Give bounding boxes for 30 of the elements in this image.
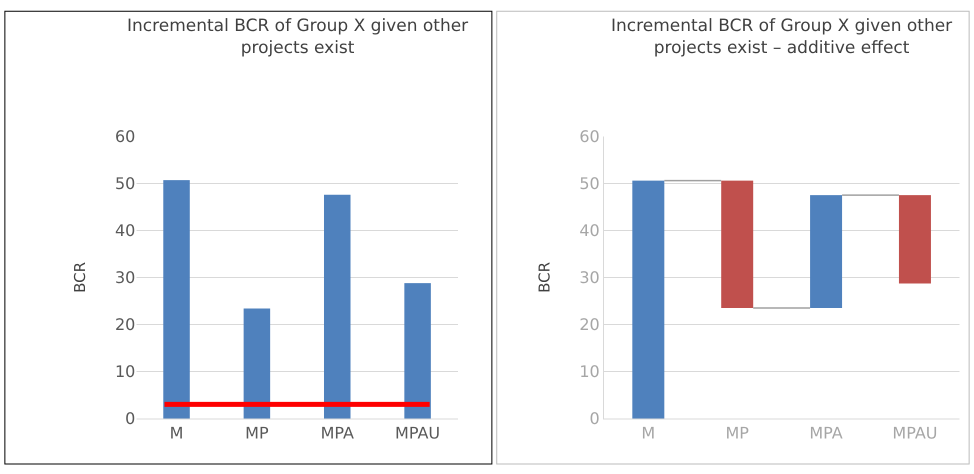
- y-tick-label: 60: [115, 127, 136, 146]
- bar: [244, 308, 270, 418]
- bar: [324, 194, 351, 418]
- x-tick-label: MPA: [320, 424, 354, 443]
- y-tick-label: 40: [579, 221, 600, 240]
- y-tick-label: 50: [579, 174, 600, 194]
- x-tick-label: MPA: [809, 424, 843, 443]
- chart-title: Incremental BCR of Group X given other projects exist – additive effect: [611, 16, 952, 58]
- y-tick-label: 30: [579, 268, 600, 288]
- y-axis-title: BCR: [71, 262, 90, 293]
- y-tick-label: 10: [579, 362, 600, 382]
- bar: [163, 180, 190, 418]
- x-tick-label: MPAU: [892, 424, 938, 443]
- y-tick-label: 50: [115, 174, 136, 194]
- y-tick-label: 60: [579, 127, 600, 146]
- x-tick-label: M: [641, 424, 656, 443]
- chart-title: Incremental BCR of Group X given other projects exist: [127, 16, 468, 58]
- y-tick-label: 0: [589, 409, 600, 428]
- x-tick-label: MPAU: [395, 424, 440, 443]
- y-tick-label: 30: [115, 268, 136, 288]
- y-tick-label: 20: [115, 315, 136, 334]
- x-tick-label: M: [170, 424, 184, 443]
- y-tick-label: 0: [125, 409, 136, 428]
- y-tick-label: 20: [579, 315, 600, 334]
- bar: [404, 283, 431, 418]
- y-axis-title: BCR: [536, 262, 554, 293]
- x-tick-label: MP: [725, 424, 750, 443]
- x-tick-label: MP: [245, 424, 269, 443]
- y-tick-label: 40: [115, 221, 136, 240]
- y-tick-label: 10: [115, 362, 136, 382]
